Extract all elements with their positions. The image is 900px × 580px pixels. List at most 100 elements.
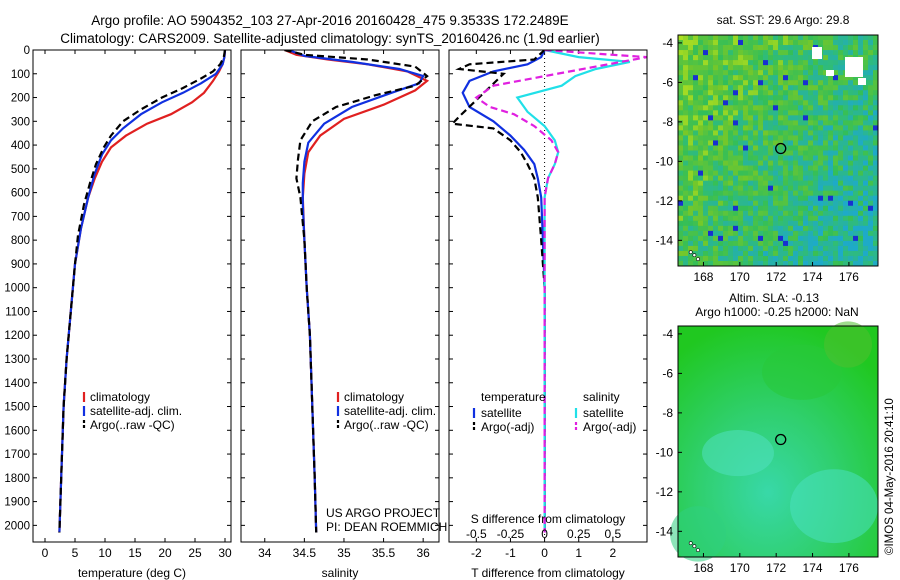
island-dot: [688, 541, 693, 546]
sst-cell: [718, 240, 724, 247]
sst-cell: [753, 130, 759, 136]
sst-cell: [813, 170, 819, 177]
sst-cell: [723, 130, 729, 136]
sst-cell: [713, 165, 719, 171]
sst-cell: [678, 110, 684, 116]
legend-label: satellite: [583, 406, 624, 420]
sst-cell: [728, 255, 734, 262]
sst-cell: [708, 230, 714, 237]
sst-cell: [873, 250, 879, 257]
sst-cell: [678, 200, 684, 207]
sst-cell: [718, 245, 724, 252]
sst-cell: [763, 140, 769, 146]
sst-cell: [683, 85, 689, 91]
sst-cell: [838, 170, 844, 177]
sst-cell: [788, 95, 794, 101]
sst-cell: [763, 255, 769, 262]
sst-cell: [808, 190, 814, 197]
sst-cell: [873, 45, 879, 51]
sst-cell: [713, 225, 719, 232]
sst-cell: [773, 245, 779, 252]
sst-cell: [868, 75, 874, 81]
sst-cell: [788, 125, 794, 131]
sst-cell: [693, 245, 699, 252]
sst-cell: [713, 45, 719, 51]
sst-cell: [858, 75, 864, 81]
panel-temperature: 0 5 10 15 20 25 300100200300400500600700800900…: [4, 45, 232, 580]
legend-label: climatology: [344, 390, 404, 404]
sst-cell: [848, 95, 854, 101]
depth-tick-label: 1900: [4, 497, 30, 509]
sst-cell: [768, 140, 774, 146]
sst-cell: [858, 195, 864, 202]
sst-cell: [833, 160, 839, 166]
sst-cell: [678, 55, 684, 61]
sst-cell: [753, 220, 759, 227]
sst-cell: [708, 100, 714, 106]
sst-cell: [708, 220, 714, 227]
sst-cell: [828, 140, 834, 146]
sst-cell: [768, 225, 774, 232]
sst-cell: [728, 170, 734, 177]
sst-cell: [863, 215, 869, 222]
sst-cell: [688, 200, 694, 207]
temperature-tick-label: 30: [218, 546, 232, 560]
longitude-tick-label: 168: [693, 270, 713, 284]
sst-cell: [798, 220, 804, 227]
sst-cell: [868, 195, 874, 202]
sst-cell: [723, 35, 729, 41]
sst-cell: [858, 130, 864, 136]
sst-cell: [808, 105, 814, 111]
sst-cell: [838, 110, 844, 116]
sst-cell: [798, 35, 804, 41]
sst-cell: [733, 145, 739, 151]
sst-cell: [708, 130, 714, 136]
temperature-tick-label: 0: [42, 546, 49, 560]
sst-cell: [743, 140, 749, 146]
sst-cell: [798, 180, 804, 187]
sst-cell: [758, 35, 764, 41]
sst-cell: [683, 90, 689, 96]
sst-cell: [743, 100, 749, 106]
sst-cell: [778, 120, 784, 126]
sst-cell: [868, 135, 874, 141]
sst-cell: [863, 40, 869, 46]
sst-cell: [698, 135, 704, 141]
sst-cell: [748, 125, 754, 131]
sst-cell: [793, 145, 799, 151]
sst-cell: [848, 225, 854, 232]
sst-cell: [838, 240, 844, 247]
sst-cell: [768, 75, 774, 81]
sst-cell: [728, 185, 734, 192]
sst-cell: [818, 165, 824, 171]
sst-cell: [758, 250, 764, 257]
sst-cell: [803, 145, 809, 151]
sst-cell: [713, 205, 719, 212]
sst-cell: [838, 115, 844, 121]
sst-cell: [873, 100, 879, 106]
sst-cell: [828, 235, 834, 242]
sst-cell: [683, 225, 689, 232]
sst-cell: [738, 240, 744, 247]
sst-cell: [688, 195, 694, 202]
sst-cell: [848, 260, 854, 267]
sst-cell: [758, 135, 764, 141]
sst-cell: [823, 105, 829, 111]
sst-cell: [818, 220, 824, 227]
sst-cell: [843, 115, 849, 121]
sst-cell: [773, 190, 779, 197]
sst-cell: [843, 225, 849, 232]
sst-cell: [693, 220, 699, 227]
sst-cell: [783, 100, 789, 106]
island-dot: [696, 548, 700, 552]
sst-cell: [808, 40, 814, 46]
sst-cell: [818, 85, 824, 91]
sst-cell: [788, 135, 794, 141]
sst-cell: [708, 190, 714, 197]
sst-cell: [678, 165, 684, 171]
sst-cell: [853, 170, 859, 177]
sst-cell: [873, 235, 879, 242]
sst-cell: [728, 75, 734, 81]
depth-tick-label: 800: [11, 235, 30, 247]
sst-cell: [723, 185, 729, 192]
